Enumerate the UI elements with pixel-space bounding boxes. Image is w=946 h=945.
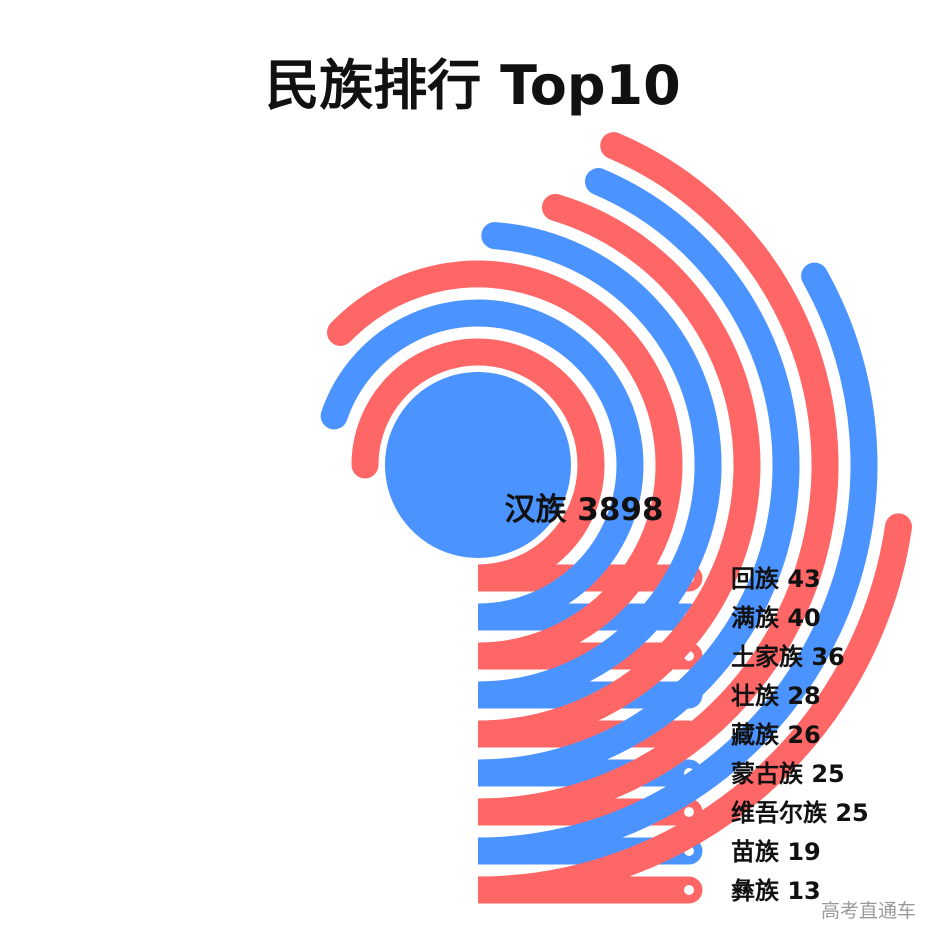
row-label-5: 藏族 26 — [731, 721, 821, 749]
ring-bar-2 — [320, 299, 703, 631]
ring-bar-9 — [477, 513, 912, 904]
row-label-2: 满族 40 — [731, 604, 821, 632]
row-label-7: 维吾尔族 25 — [731, 799, 869, 827]
row-label-1: 回族 43 — [731, 565, 821, 593]
label-group: 回族 43 满族 40 土家族 36 壮族 28 藏族 26 蒙古族 25 维吾尔族 25 苗… — [731, 565, 869, 905]
ring-bar-4 — [477, 222, 722, 709]
ring-group — [320, 132, 912, 904]
row-label-8: 苗族 19 — [731, 838, 821, 866]
ring-bar-1 — [351, 338, 703, 592]
ring-bar-6 — [477, 168, 800, 787]
row-label-4: 壮族 28 — [731, 682, 821, 710]
row-label-6: 蒙古族 25 — [731, 760, 845, 788]
chart-title: 民族排行 Top10 — [265, 54, 680, 117]
center-disc — [385, 372, 571, 558]
ring-end-dot-7 — [684, 807, 694, 817]
center-label: 汉族 3898 — [504, 492, 663, 528]
ring-bar-7 — [477, 132, 839, 826]
row-label-3: 土家族 36 — [731, 643, 845, 671]
ring-bar-5 — [477, 193, 761, 748]
ring-bar-3 — [327, 260, 703, 670]
row-label-9: 彝族 13 — [731, 877, 821, 905]
ring-bar-8 — [477, 262, 878, 865]
watermark: 高考直通车 — [820, 900, 916, 922]
ring-end-dot-9 — [684, 885, 694, 895]
